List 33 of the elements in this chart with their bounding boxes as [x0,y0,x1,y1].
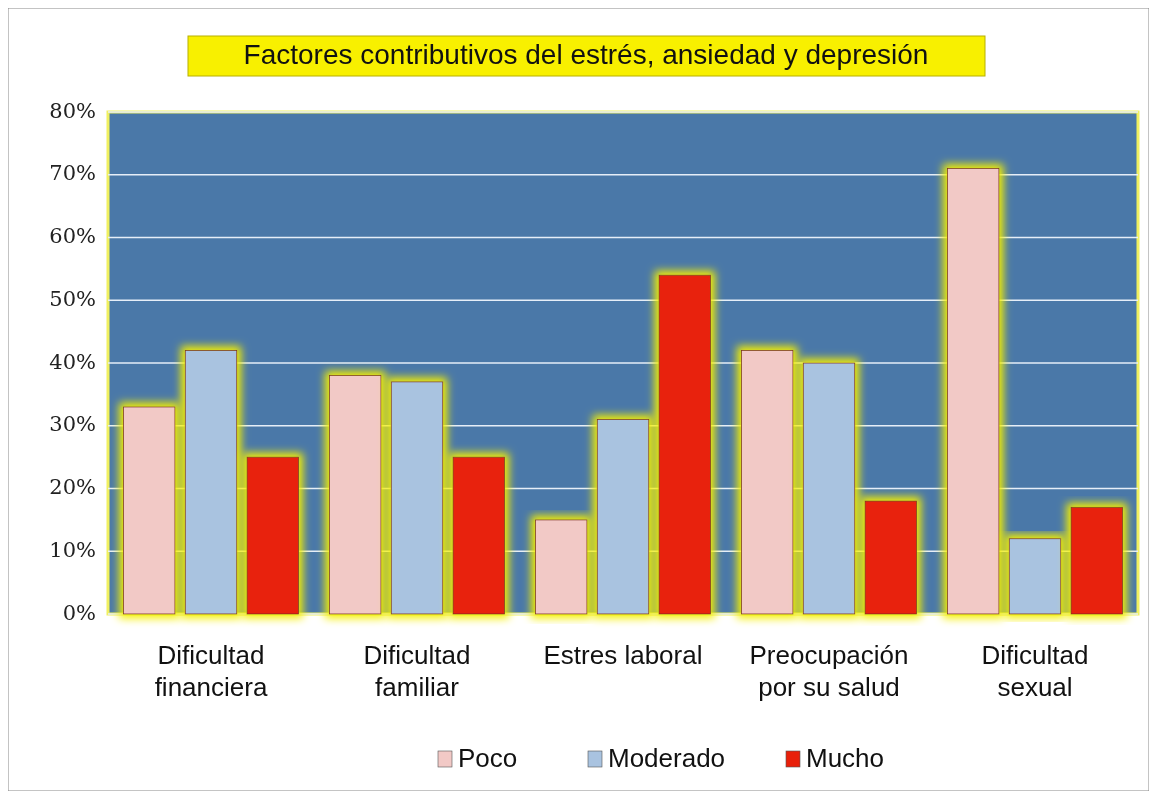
x-tick-label: Dificultad financiera [154,640,268,702]
bar [329,375,382,615]
x-tick-label: Dificultad sexual [981,640,1089,702]
x-tick-label: Preocupación por su salud [749,640,909,702]
bar [123,406,176,615]
y-tick-label: 30% [49,412,96,437]
legend-label: Mucho [806,742,885,773]
bar [741,350,794,615]
x-tick-label: Estres laboral [543,640,703,670]
bar [535,519,588,615]
bar [1070,506,1123,615]
bar [658,274,711,615]
bar [1008,538,1062,615]
y-tick-label: 60% [49,224,96,248]
legend-label: Moderado [608,742,726,773]
x-tick-label: Dificultad familiar [363,640,471,702]
bar [864,500,917,615]
y-tick-label: 10% [49,537,96,562]
legend-label: Poco [458,742,518,773]
bar [947,168,1000,615]
chart-title: Factores contributivos del estrés, ansiedad y depresión [243,39,929,71]
bar [390,381,444,615]
bar [246,456,299,615]
bar [184,350,238,615]
bar [596,419,650,615]
y-tick-label: 50% [49,286,96,311]
y-tick-label: 0% [62,600,96,625]
y-tick-label: 20% [49,475,96,499]
y-tick-label: 80% [49,98,96,123]
bar [802,362,856,615]
bar [452,456,505,615]
y-tick-label: 70% [49,161,96,186]
y-tick-label: 40% [49,349,96,374]
